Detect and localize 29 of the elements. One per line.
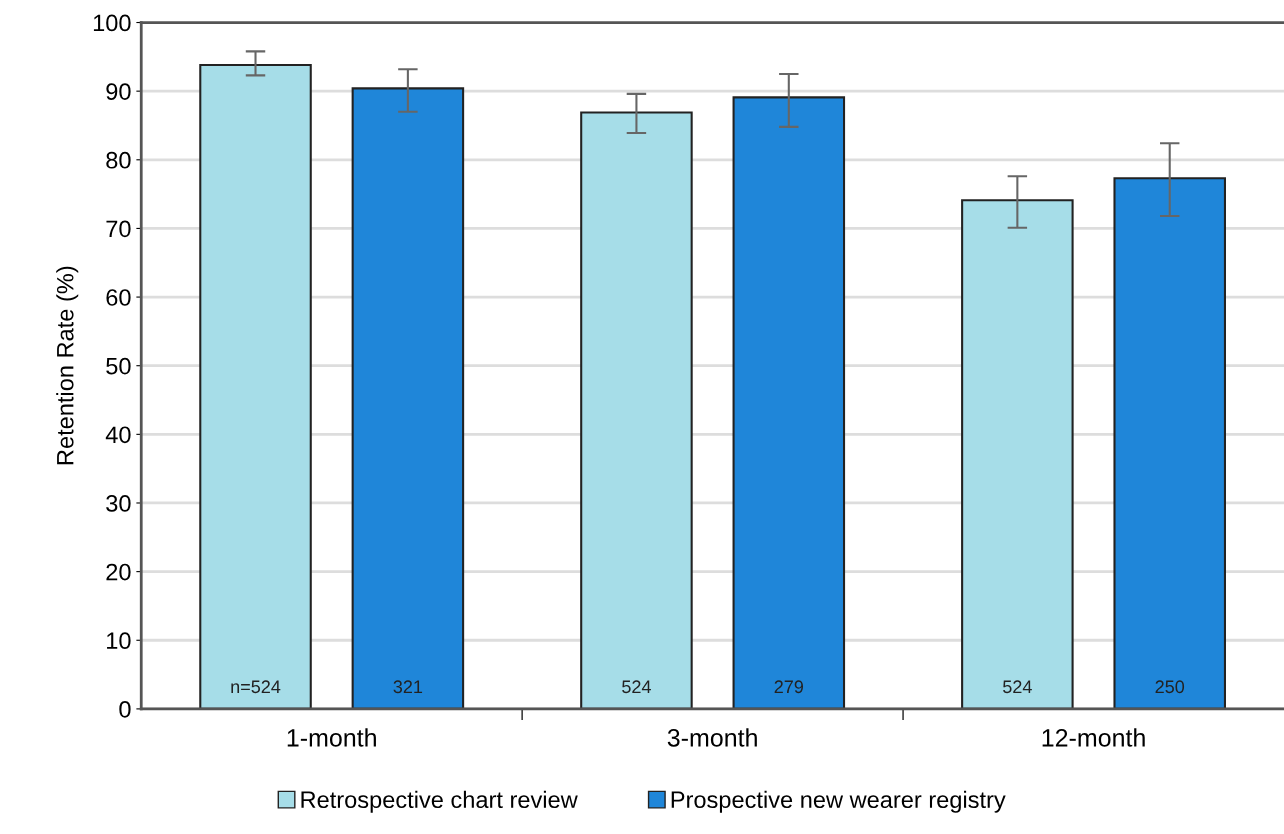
y-tick-label: 50 — [106, 357, 131, 375]
x-tick-label: 12-month — [1042, 728, 1145, 747]
y-tick-label: 90 — [106, 83, 131, 100]
annotation: 524 — [1003, 680, 1032, 694]
y-tick-label: 80 — [106, 151, 131, 169]
bar — [351, 87, 465, 709]
annotation: 250 — [1155, 680, 1185, 694]
y-tick-label: 20 — [106, 563, 131, 581]
bar — [732, 96, 846, 709]
legend-label: Retrospective chart review — [301, 790, 578, 813]
y-tick-label: 70 — [106, 220, 131, 238]
bar — [1113, 177, 1226, 709]
y-tick-label: 40 — [105, 426, 131, 444]
bar — [580, 111, 693, 709]
y-tick-label: 10 — [107, 632, 131, 650]
annotation: n=524 — [231, 680, 281, 694]
legend-label: Prospective new wearer registry — [671, 790, 1006, 813]
y-tick-label: 0 — [119, 700, 131, 718]
y-tick-label: 60 — [106, 289, 131, 306]
annotation: 279 — [774, 680, 804, 694]
bar — [199, 64, 312, 709]
annotation: 524 — [622, 680, 651, 694]
y-tick-label: 100 — [93, 14, 131, 32]
annotation: 321 — [393, 680, 423, 694]
x-tick-label: 3-month — [667, 728, 757, 747]
x-tick-label: 1-month — [287, 728, 376, 747]
y-tick-label: 30 — [106, 495, 131, 512]
bar — [961, 199, 1074, 709]
y-axis-title: Retention Rate (%) — [56, 266, 79, 465]
